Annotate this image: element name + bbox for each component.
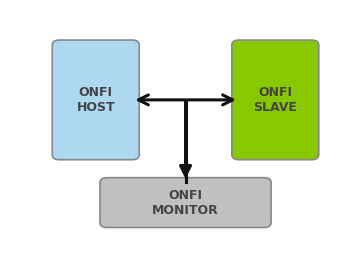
Text: ONFI
MONITOR: ONFI MONITOR bbox=[152, 189, 219, 217]
Text: ONFI
HOST: ONFI HOST bbox=[76, 86, 115, 114]
Text: ONFI
SLAVE: ONFI SLAVE bbox=[253, 86, 297, 114]
FancyBboxPatch shape bbox=[232, 40, 319, 160]
FancyBboxPatch shape bbox=[52, 40, 139, 160]
FancyBboxPatch shape bbox=[100, 178, 271, 227]
